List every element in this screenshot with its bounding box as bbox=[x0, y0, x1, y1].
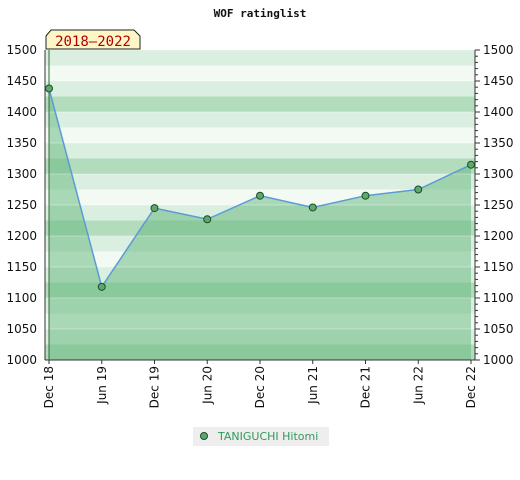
y-ticks-right: 1000 1050 1100 1150 1200 1250 1300 1350 1400 1450… bbox=[483, 43, 514, 367]
background-band bbox=[45, 158, 475, 174]
y-tick-label-right: 1400 bbox=[483, 105, 514, 119]
y-tick-label-right: 1050 bbox=[483, 322, 514, 336]
data-point bbox=[308, 203, 317, 212]
y-tick-label-left: 1000 bbox=[6, 353, 37, 367]
x-tick-label: Dec 21 bbox=[359, 366, 373, 408]
background-band bbox=[45, 112, 475, 128]
period-badge-text: 2018–2022 bbox=[55, 34, 131, 50]
x-tick-label: Dec 22 bbox=[464, 366, 478, 408]
y-tick-label-right: 1000 bbox=[483, 353, 514, 367]
y-tick-label-left: 1050 bbox=[6, 322, 37, 336]
period-badge: 2018–2022 bbox=[45, 29, 141, 50]
data-point bbox=[414, 185, 423, 194]
background-band bbox=[45, 127, 475, 143]
y-tick-label-left: 1250 bbox=[6, 198, 37, 212]
y-tick-label-right: 1150 bbox=[483, 260, 514, 274]
x-tick-label: Dec 19 bbox=[148, 366, 162, 408]
series-area bbox=[49, 88, 471, 360]
data-point bbox=[361, 191, 370, 200]
grid-layer bbox=[45, 49, 475, 361]
period-badge-box bbox=[45, 29, 141, 50]
data-point bbox=[97, 282, 106, 291]
data-point bbox=[256, 191, 264, 200]
x-ticks: Dec 18 Jun 19 Dec 19 Jun 20 Dec 20 Jun 21 Dec … bbox=[42, 360, 478, 408]
y-tick-label-left: 1500 bbox=[6, 43, 37, 57]
data-point bbox=[150, 204, 159, 213]
data-point bbox=[467, 160, 475, 169]
points-layer bbox=[45, 84, 475, 291]
background-band bbox=[45, 143, 475, 159]
y-tick-label-right: 1500 bbox=[483, 43, 514, 57]
x-tick-label: Jun 19 bbox=[95, 366, 109, 405]
background-band bbox=[45, 96, 475, 112]
y-tick-label-left: 1400 bbox=[6, 105, 37, 119]
legend: TANIGUCHI Hitomi bbox=[193, 427, 329, 446]
legend-label: TANIGUCHI Hitomi bbox=[217, 430, 318, 443]
y-tick-label-right: 1450 bbox=[483, 74, 514, 88]
legend-box bbox=[193, 427, 329, 446]
area-layer bbox=[49, 88, 471, 360]
x-tick-label: Dec 18 bbox=[42, 366, 56, 408]
background-band bbox=[45, 81, 475, 97]
data-point bbox=[45, 84, 53, 93]
y-tick-label-left: 1150 bbox=[6, 260, 37, 274]
y-ticks-left: 1000 1050 1100 1150 1200 1250 1300 1350 1400 1450… bbox=[6, 43, 37, 367]
background-band bbox=[45, 65, 475, 81]
y-tick-label-left: 1100 bbox=[6, 291, 37, 305]
x-tick-label: Jun 20 bbox=[200, 366, 214, 405]
x-tick-label: Jun 21 bbox=[306, 366, 320, 405]
y-tick-label-right: 1250 bbox=[483, 198, 514, 212]
y-tick-label-left: 1300 bbox=[6, 167, 37, 181]
background-band bbox=[45, 50, 475, 66]
background-band bbox=[45, 174, 475, 190]
y-tick-label-right: 1100 bbox=[483, 291, 514, 305]
x-tick-label: Dec 20 bbox=[253, 366, 267, 408]
y-tick-label-right: 1200 bbox=[483, 229, 514, 243]
x-tick-label: Jun 22 bbox=[411, 366, 425, 405]
chart-title: WOF ratinglist bbox=[214, 7, 307, 20]
y-tick-label-right: 1350 bbox=[483, 136, 514, 150]
legend-marker bbox=[200, 432, 208, 440]
data-point bbox=[203, 215, 212, 224]
y-tick-label-right: 1300 bbox=[483, 167, 514, 181]
y-tick-label-left: 1450 bbox=[6, 74, 37, 88]
y-tick-label-left: 1200 bbox=[6, 229, 37, 243]
y-tick-label-left: 1350 bbox=[6, 136, 37, 150]
